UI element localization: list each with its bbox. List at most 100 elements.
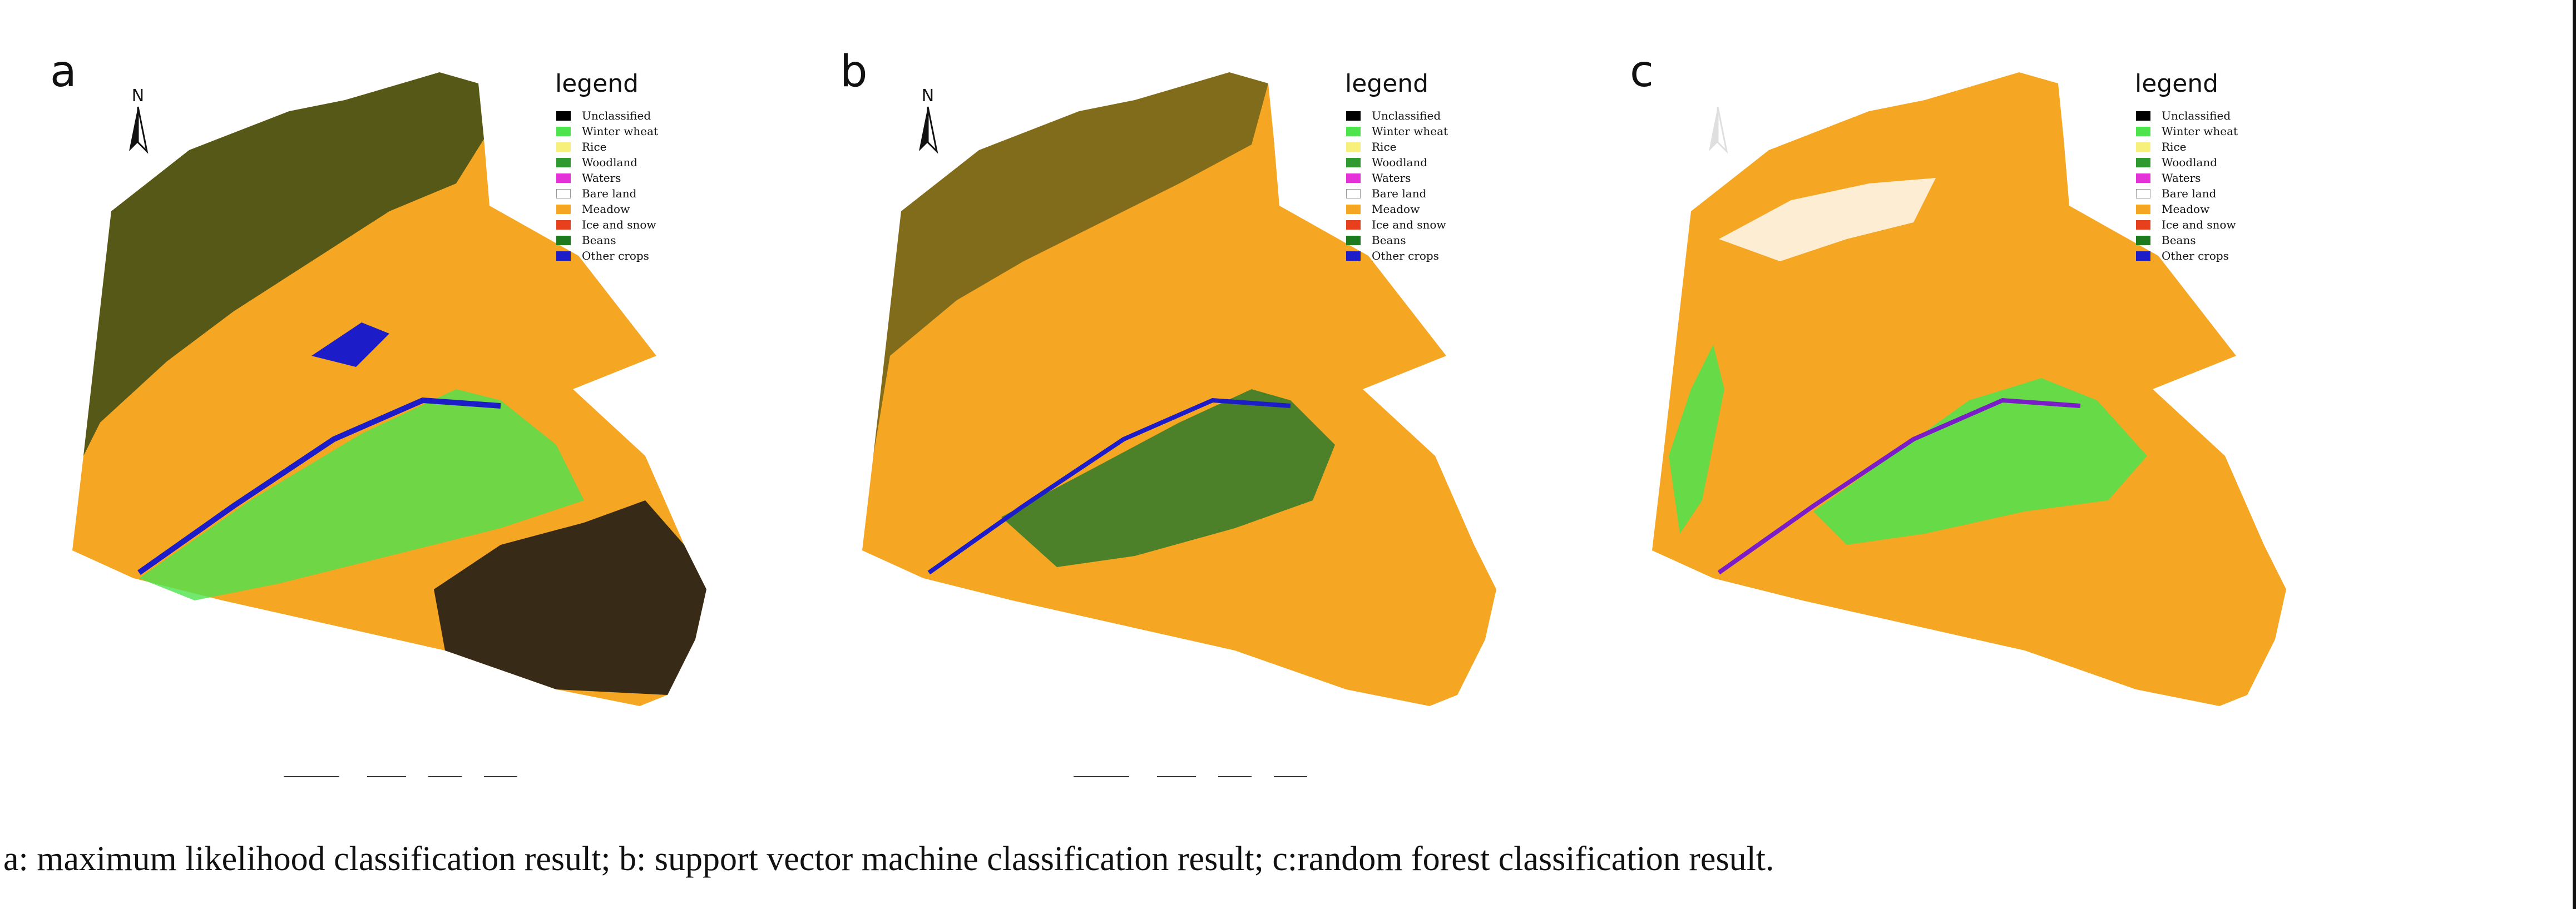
- legend-swatch: [556, 142, 571, 152]
- figure-caption: a: maximum likelihood classification res…: [3, 840, 1774, 878]
- legend-item: Bare land: [1346, 186, 1491, 201]
- north-label: N: [922, 86, 934, 106]
- classification-map-c: [1652, 72, 2286, 706]
- legend-item: Unclassified: [556, 108, 701, 123]
- legend-label: Other crops: [1372, 249, 1439, 262]
- legend: legend Unclassified Winter wheat Rice Woodl…: [555, 69, 701, 264]
- legend-item: Rice: [2136, 139, 2281, 155]
- legend-label: Beans: [2162, 234, 2196, 247]
- legend-items: Unclassified Winter wheat Rice Woodland Wate…: [1346, 108, 1491, 264]
- legend-item: Other crops: [1346, 248, 1491, 264]
- woodland-region: [83, 72, 484, 456]
- legend-item: Unclassified: [2136, 108, 2281, 123]
- legend-swatch: [2136, 204, 2150, 214]
- legend-item: Woodland: [2136, 155, 2281, 170]
- legend-swatch: [556, 188, 571, 198]
- legend-swatch: [556, 126, 571, 136]
- legend-swatch: [556, 220, 571, 230]
- classification-map-a: [72, 72, 706, 706]
- legend-swatch: [556, 111, 571, 121]
- legend-label: Woodland: [2162, 156, 2218, 169]
- legend-label: Meadow: [2162, 202, 2210, 216]
- unclassified-region: [434, 500, 706, 695]
- scale-bar: [1074, 776, 1307, 777]
- legend-swatch: [2136, 188, 2150, 198]
- scale-bar: [284, 776, 517, 777]
- legend-label: Ice and snow: [2162, 218, 2236, 231]
- legend-swatch: [1346, 220, 1361, 230]
- legend-swatch: [1346, 204, 1361, 214]
- legend-item: Ice and snow: [556, 217, 701, 232]
- legend-label: Rice: [2162, 140, 2187, 153]
- legend-item: Rice: [556, 139, 701, 155]
- legend-swatch: [2136, 111, 2150, 121]
- legend-label: Ice and snow: [1372, 218, 1446, 231]
- legend-item: Waters: [1346, 170, 1491, 186]
- legend-item: Beans: [556, 232, 701, 248]
- legend-label: Beans: [1372, 234, 1406, 247]
- legend-swatch: [556, 157, 571, 167]
- other-crops-region: [312, 322, 389, 367]
- legend-swatch: [2136, 251, 2150, 261]
- page-border: [2573, 0, 2576, 909]
- legend-label: Waters: [1372, 171, 1411, 185]
- winter-wheat-region: [139, 389, 584, 600]
- legend-item: Beans: [2136, 232, 2281, 248]
- legend-item: Waters: [556, 170, 701, 186]
- north-arrow-icon: [1709, 106, 1728, 154]
- beans-region: [1001, 389, 1335, 567]
- legend-item: Winter wheat: [556, 123, 701, 139]
- legend-swatch: [556, 251, 571, 261]
- legend-swatch: [1346, 142, 1361, 152]
- legend-label: Waters: [2162, 171, 2201, 185]
- panel-label: a: [50, 47, 77, 97]
- legend-item: Rice: [1346, 139, 1491, 155]
- legend-swatch: [1346, 235, 1361, 245]
- legend-swatch: [2136, 142, 2150, 152]
- legend-swatch: [556, 204, 571, 214]
- legend-item: Unclassified: [1346, 108, 1491, 123]
- legend: legend Unclassified Winter wheat Rice Woodl…: [2135, 69, 2281, 264]
- legend-item: Winter wheat: [1346, 123, 1491, 139]
- legend-swatch: [2136, 126, 2150, 136]
- classification-map-b: [862, 72, 1496, 706]
- legend-swatch: [556, 173, 571, 183]
- legend-item: Meadow: [556, 201, 701, 217]
- legend-item: Bare land: [2136, 186, 2281, 201]
- legend-swatch: [1346, 188, 1361, 198]
- legend-label: Rice: [1372, 140, 1397, 153]
- legend-title: legend: [1345, 69, 1429, 98]
- river-line: [927, 398, 1291, 575]
- legend-swatch: [1346, 157, 1361, 167]
- legend-label: Ice and snow: [582, 218, 656, 231]
- legend-items: Unclassified Winter wheat Rice Woodland Wate…: [2136, 108, 2281, 264]
- legend-swatch: [1346, 126, 1361, 136]
- legend-item: Woodland: [1346, 155, 1491, 170]
- legend-item: Winter wheat: [2136, 123, 2281, 139]
- legend-item: Woodland: [556, 155, 701, 170]
- legend-title: legend: [555, 69, 639, 98]
- winter-wheat-region: [1813, 378, 2147, 545]
- legend-swatch: [2136, 157, 2150, 167]
- legend-label: Winter wheat: [582, 125, 659, 138]
- legend-items: Unclassified Winter wheat Rice Woodland Wate…: [556, 108, 701, 264]
- legend-item: Other crops: [556, 248, 701, 264]
- north-arrow-icon: N: [919, 86, 938, 154]
- legend-label: Bare land: [1372, 187, 1427, 200]
- map-panel-b: b N legend Unclassified Winter wheat Rice W…: [790, 0, 1580, 801]
- river-line: [1717, 398, 2081, 575]
- river-line: [137, 397, 501, 575]
- legend-label: Other crops: [2162, 249, 2229, 262]
- legend-swatch: [2136, 173, 2150, 183]
- legend-swatch: [2136, 220, 2150, 230]
- legend-label: Waters: [582, 171, 621, 185]
- north-arrow-icon: N: [129, 86, 149, 154]
- legend-swatch: [1346, 173, 1361, 183]
- legend-label: Other crops: [582, 249, 649, 262]
- north-label: N: [132, 86, 144, 106]
- bare-land-region: [1719, 178, 1936, 261]
- legend-label: Rice: [582, 140, 607, 153]
- legend-swatch: [2136, 235, 2150, 245]
- legend-swatch: [1346, 251, 1361, 261]
- legend-title: legend: [2135, 69, 2219, 98]
